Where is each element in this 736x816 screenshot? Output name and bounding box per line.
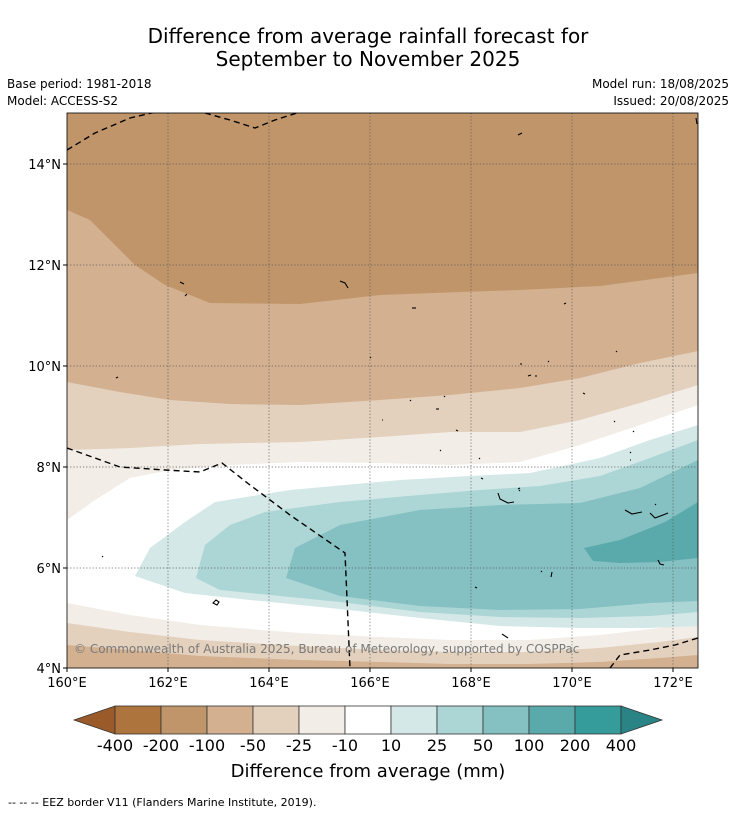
colorbar-cell — [252, 705, 300, 735]
lon-tick-label: 164°E — [249, 676, 289, 691]
colorbar-label: 10 — [380, 736, 402, 755]
colorbar-label: -200 — [142, 736, 180, 755]
eez-footnote: -- -- -- EEZ border V11 (Flanders Marine… — [8, 796, 317, 809]
lat-tick-label: 14°N — [28, 158, 61, 173]
axis-labels: 160°E 162°E 164°E 166°E 168°E 170°E 172°… — [28, 158, 693, 691]
colorbar-label: -25 — [285, 736, 313, 755]
colorbar-cell — [298, 705, 346, 735]
issued-date: Issued: 20/08/2025 — [613, 94, 729, 108]
band-minus50-minus25-south — [67, 623, 698, 668]
lon-tick-label: 170°E — [552, 676, 592, 691]
gridlines — [67, 113, 698, 668]
colorbar-label: -10 — [331, 736, 359, 755]
colorbar — [72, 705, 664, 735]
colorbar-label: -400 — [96, 736, 134, 755]
colorbar-cell — [114, 705, 162, 735]
lat-tick-label: 4°N — [37, 662, 62, 677]
lat-tick-label: 8°N — [37, 461, 62, 476]
map-frame — [66, 112, 699, 669]
eez-border-southeast — [609, 637, 698, 668]
islands — [101, 117, 698, 639]
colorbar-label: 200 — [559, 736, 591, 755]
colorbar-cell — [160, 705, 208, 735]
model-run: Model run: 18/08/2025 — [591, 77, 729, 91]
band-100-200 — [584, 502, 698, 563]
colorbar-cell — [528, 705, 576, 735]
colorbar-label: 50 — [472, 736, 494, 755]
lon-tick-label: 160°E — [47, 676, 87, 691]
eez-border-west — [67, 447, 351, 668]
lat-tick-label: 6°N — [37, 562, 62, 577]
eez-borders — [67, 113, 698, 668]
title-line-1: Difference from average rainfall forecas… — [147, 24, 589, 48]
colorbar-label: 100 — [513, 736, 545, 755]
colorbar-title: Difference from average (mm) — [230, 761, 506, 782]
tick-marks — [63, 163, 674, 672]
colorbar-label: 25 — [426, 736, 448, 755]
band-minus100-minus50-south — [67, 645, 698, 668]
colorbar-cell — [482, 705, 530, 735]
eez-border-north — [67, 113, 300, 151]
lon-tick-label: 166°E — [350, 676, 390, 691]
colorbar-label: -100 — [188, 736, 226, 755]
colorbar-cell — [390, 705, 438, 735]
colorbar-cell — [436, 705, 484, 735]
lon-tick-label: 162°E — [148, 676, 188, 691]
lon-tick-label: 172°E — [653, 676, 693, 691]
colorbar-cell — [344, 705, 392, 735]
colorbar-label: -50 — [239, 736, 267, 755]
colorbar-arrow-high — [620, 705, 664, 735]
colorbar-cell — [206, 705, 254, 735]
colorbar-label: 400 — [605, 736, 637, 755]
lat-tick-label: 12°N — [28, 259, 61, 274]
title-line-2: September to November 2025 — [215, 47, 521, 71]
model-name: Model: ACCESS-S2 — [7, 94, 119, 108]
lon-tick-label: 168°E — [451, 676, 491, 691]
lat-tick-label: 10°N — [28, 360, 61, 375]
rainfall-contours — [67, 113, 698, 668]
base-period: Base period: 1981-2018 — [7, 77, 152, 91]
band-50-100 — [286, 460, 698, 610]
colorbar-cell — [574, 705, 622, 735]
colorbar-arrow-low — [72, 705, 116, 735]
copyright-text: © Commonwealth of Australia 2025, Bureau… — [74, 642, 579, 656]
